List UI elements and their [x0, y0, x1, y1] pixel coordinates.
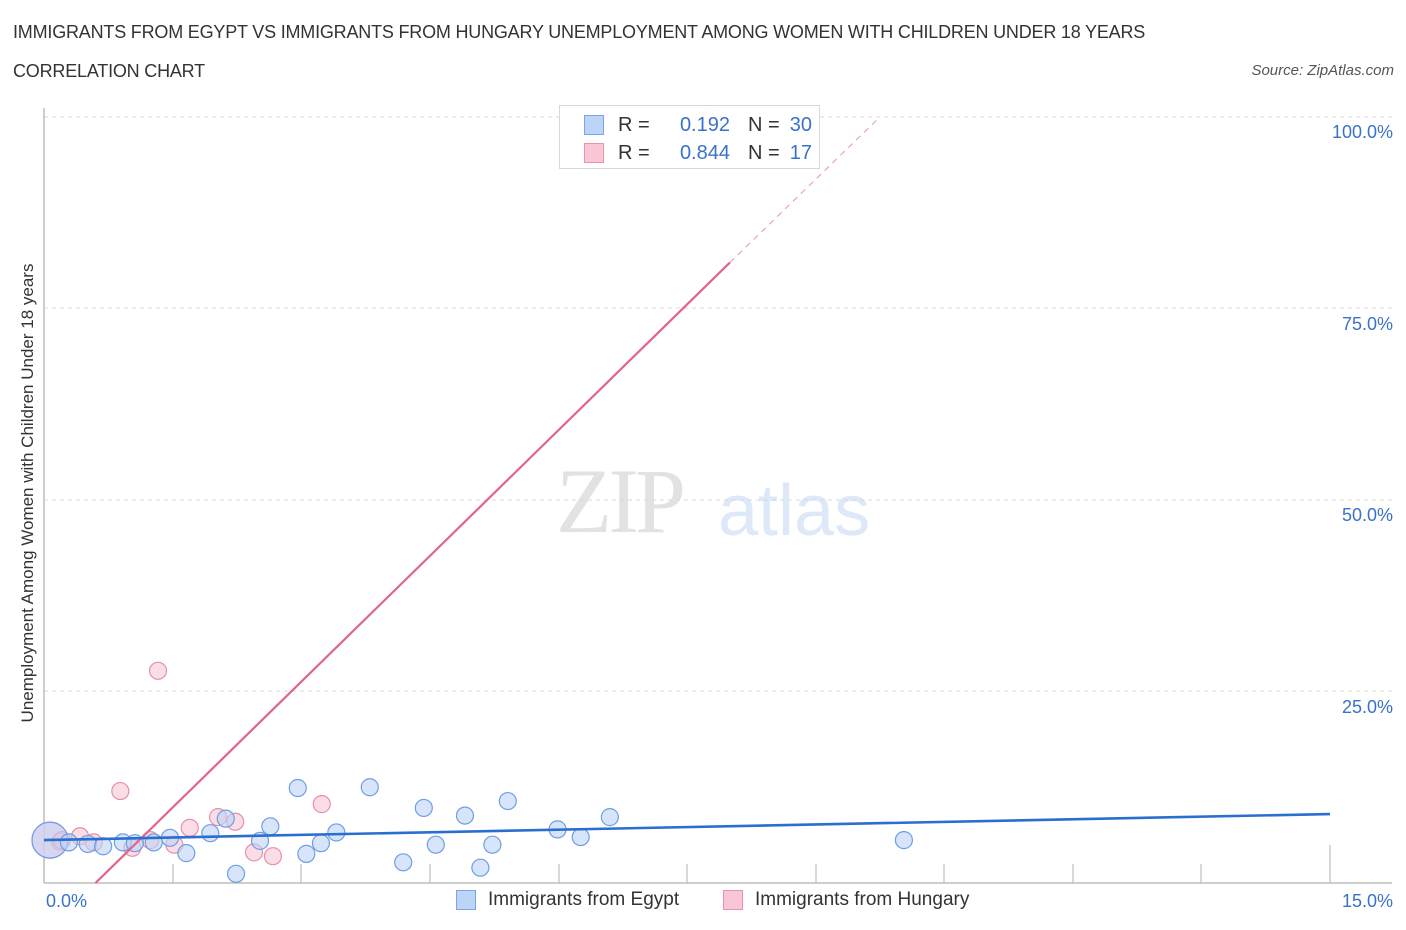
hungary-point	[312, 795, 331, 814]
egypt-point	[201, 824, 220, 843]
legend-label: Immigrants from Egypt	[488, 889, 680, 910]
r-label: R =	[618, 141, 650, 164]
legend-label: Immigrants from Hungary	[755, 889, 970, 910]
legend-item-egypt[interactable]: Immigrants from Egypt	[456, 889, 679, 911]
egypt-point	[498, 791, 517, 811]
egypt-point	[177, 844, 196, 863]
hungary-trendline	[94, 261, 731, 884]
egypt-point	[327, 823, 346, 842]
stats-row-hungary: R = 0.844 N = 17	[584, 141, 812, 165]
egypt-point	[288, 778, 307, 798]
watermark-atlas: atlas	[718, 471, 871, 551]
hungary-trendline-extension	[729, 116, 881, 263]
stats-legend: R = 0.192 N = 30 R = 0.844 N = 17	[559, 105, 820, 169]
egypt-point	[226, 864, 246, 883]
egypt-point	[297, 844, 316, 863]
egypt-point	[571, 827, 590, 847]
egypt-point	[216, 809, 235, 828]
y-tick-50: 50.0%	[1341, 505, 1393, 525]
hungary-scatter-points	[31, 107, 721, 866]
hungary-point	[111, 781, 130, 801]
egypt-point	[144, 833, 163, 852]
r-value: 0.192	[679, 113, 730, 136]
egypt-point	[600, 808, 619, 827]
stats-row-egypt: R = 0.192 N = 30	[584, 113, 812, 137]
egypt-point	[414, 798, 433, 818]
r-value: 0.844	[679, 141, 730, 164]
hungary-swatch-icon	[584, 143, 604, 163]
egypt-point	[483, 835, 502, 854]
x-tick-min: 0.0%	[46, 891, 88, 911]
egypt-legend-swatch-icon	[456, 890, 476, 910]
egypt-point	[59, 833, 78, 852]
x-tick-max: 15.0%	[1341, 891, 1393, 911]
egypt-point	[426, 835, 445, 854]
egypt-point	[261, 817, 280, 836]
chart-subtitle: CORRELATION CHART	[13, 61, 205, 81]
hungary-legend-swatch-icon	[723, 890, 743, 910]
y-axis-label: Unemployment Among Women with Children U…	[18, 263, 37, 723]
egypt-trendline	[43, 812, 1331, 842]
n-label: N =	[748, 141, 780, 164]
source-attribution: Source: ZipAtlas.com	[1251, 62, 1394, 79]
egypt-swatch-icon	[584, 115, 604, 135]
n-value: 30	[789, 113, 812, 136]
watermark-zip: ZIP	[556, 450, 686, 552]
n-value: 17	[789, 141, 812, 164]
egypt-point	[360, 778, 379, 797]
hungary-point	[180, 818, 199, 837]
egypt-point	[394, 853, 413, 872]
y-tick-25: 25.0%	[1341, 697, 1393, 717]
egypt-point	[311, 834, 331, 853]
trendlines	[43, 116, 1331, 884]
chart-title: IMMIGRANTS FROM EGYPT VS IMMIGRANTS FROM…	[13, 22, 1146, 42]
egypt-point	[894, 831, 914, 850]
y-tick-100: 100.0%	[1331, 122, 1393, 142]
egypt-scatter-points	[31, 778, 914, 883]
r-label: R =	[618, 113, 650, 136]
egypt-point	[455, 806, 475, 825]
y-tick-75: 75.0%	[1341, 314, 1393, 334]
egypt-point	[471, 858, 490, 877]
legend-item-hungary[interactable]: Immigrants from Hungary	[723, 889, 969, 911]
hungary-point	[263, 847, 283, 866]
hungary-point	[148, 661, 168, 680]
n-label: N =	[748, 113, 780, 136]
axes	[43, 108, 1392, 884]
gridlines	[44, 116, 1392, 692]
x-tick-marks	[172, 845, 1331, 883]
